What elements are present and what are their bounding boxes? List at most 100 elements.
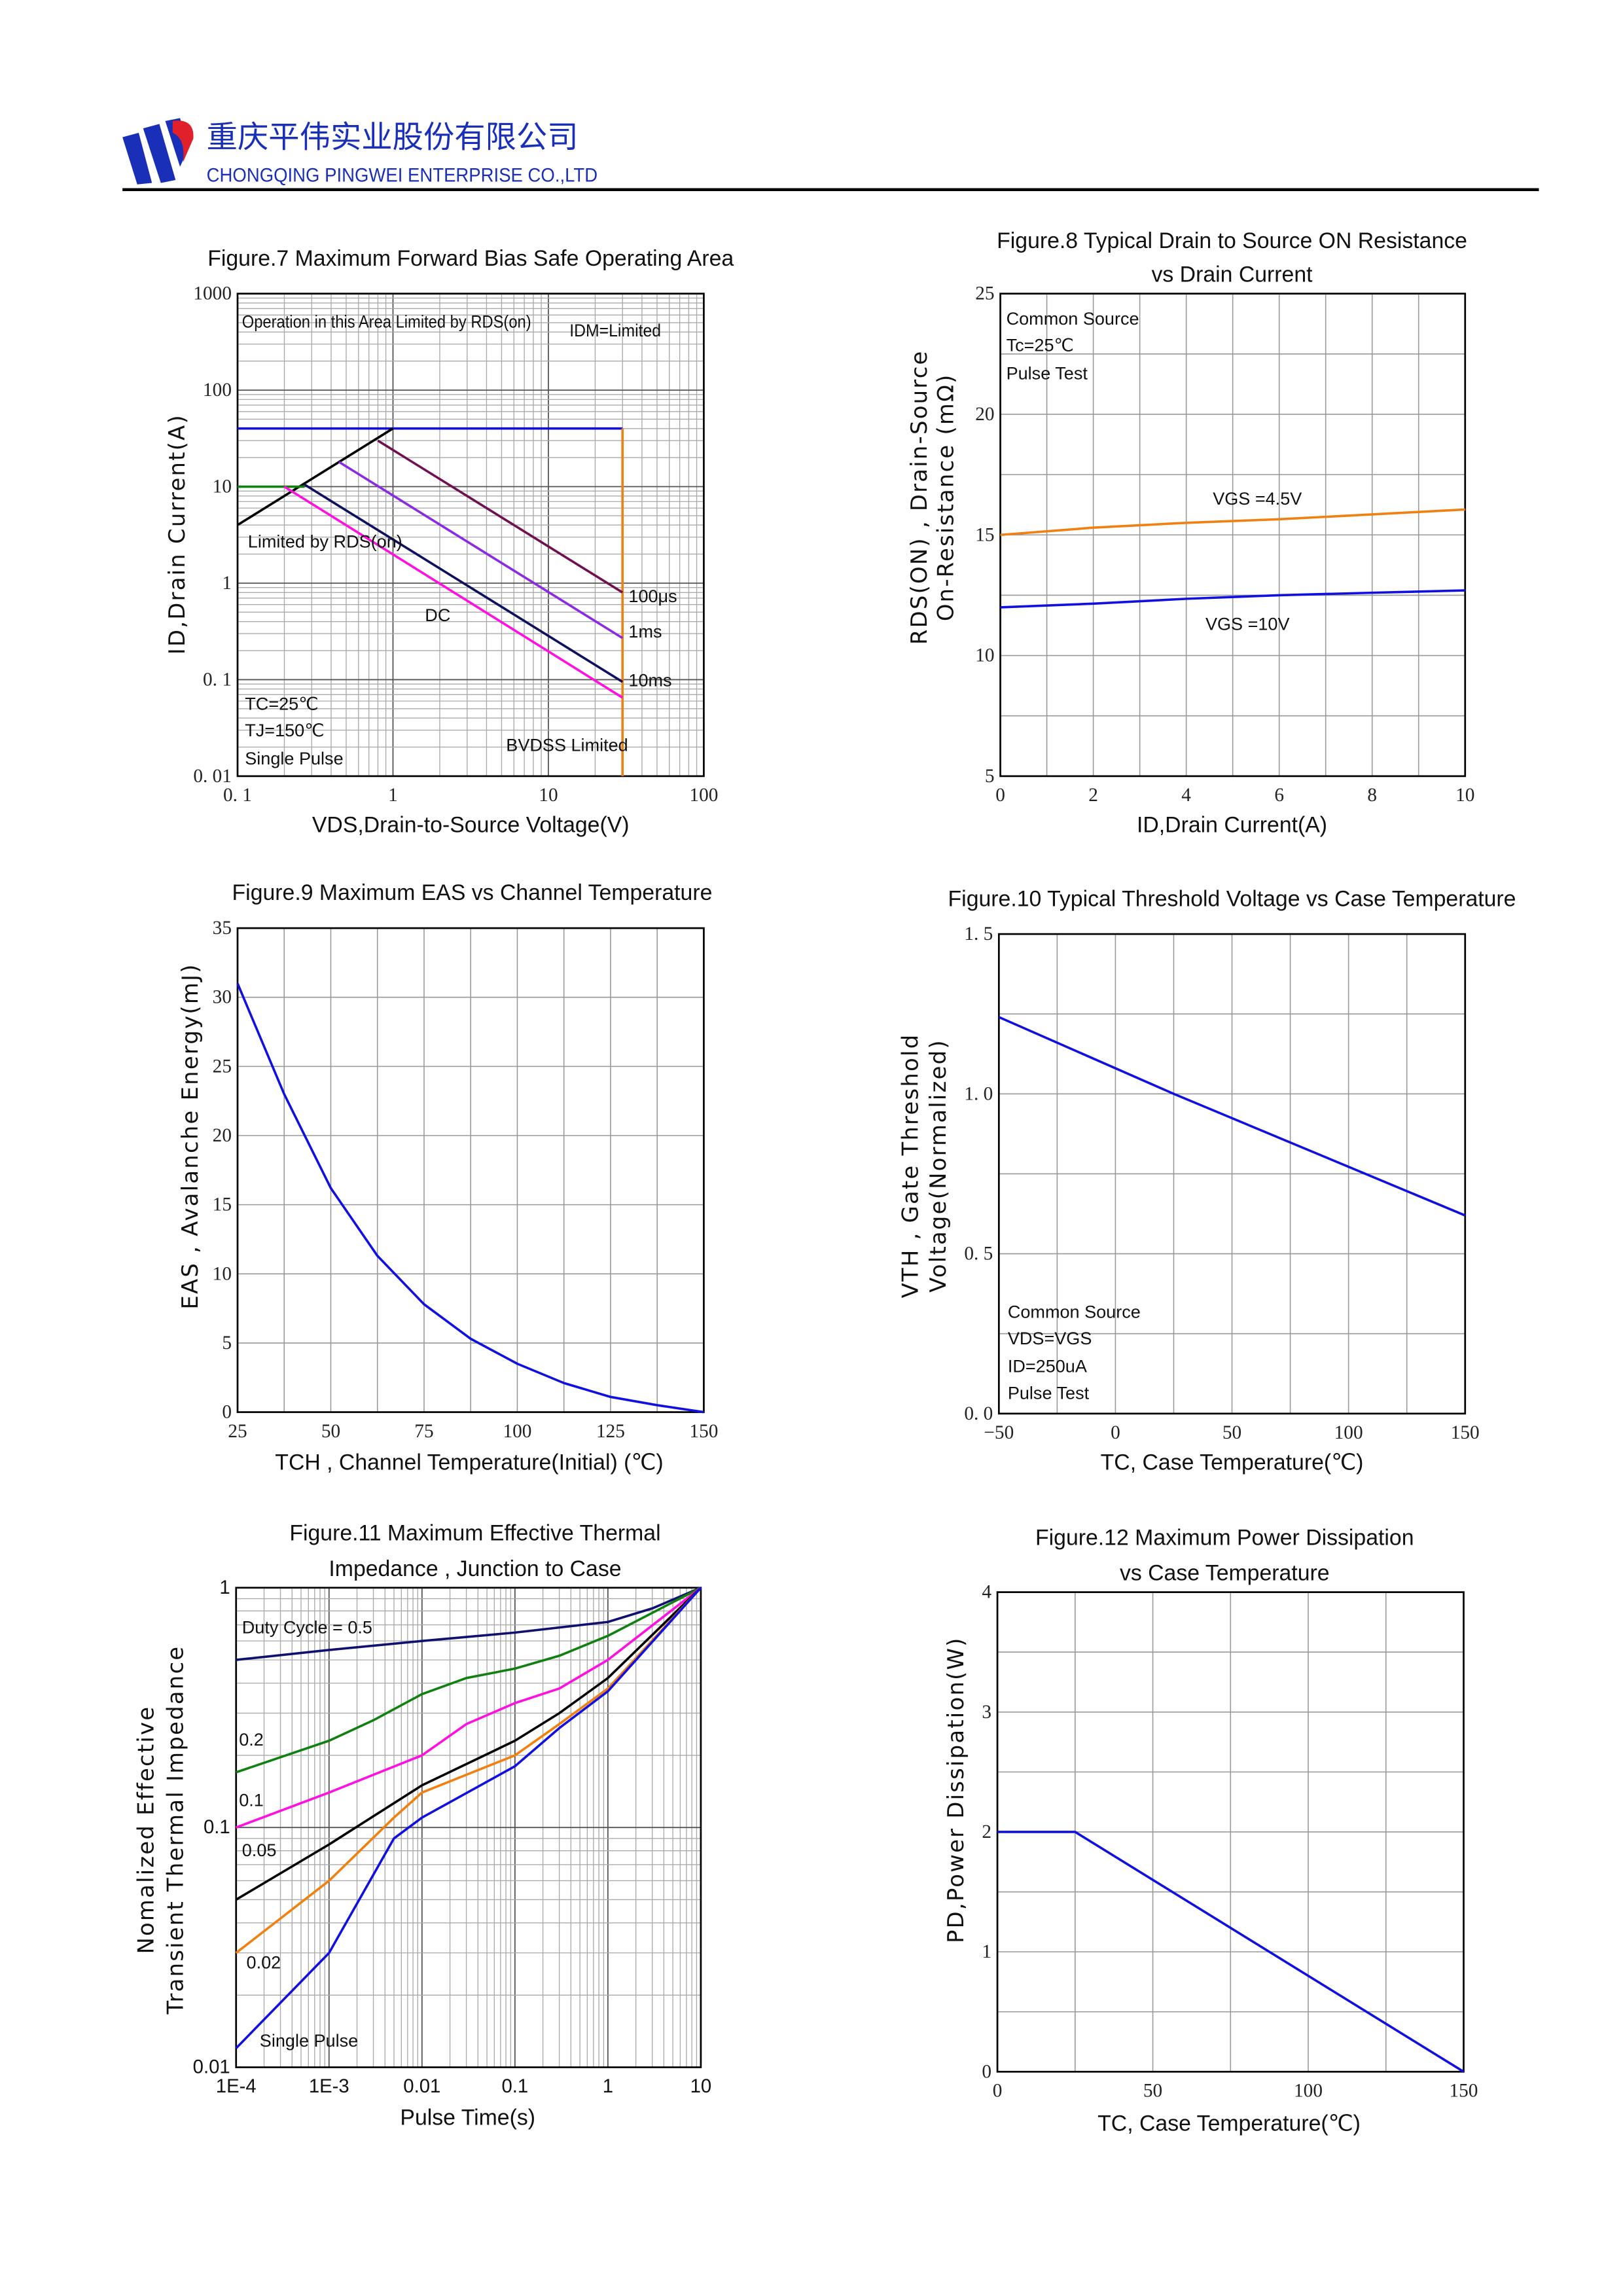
x-tick-label: 50: [321, 1421, 340, 1442]
y-tick-label: 0. 5: [964, 1244, 993, 1265]
grid: [1000, 293, 1465, 776]
y-tick-label: 0: [222, 1402, 232, 1423]
annotation: Duty Cycle = 0.5: [242, 1618, 372, 1638]
x-tick-label: 100: [1294, 2081, 1323, 2102]
x-tick-label: 6: [1274, 785, 1284, 806]
x-tick-label: −50: [984, 1422, 1014, 1443]
series-line-dc: [283, 486, 624, 699]
y-axis-label: ID,Drain Current(A): [164, 414, 190, 655]
figure-title: Figure.11 Maximum Effective Thermal: [289, 1521, 660, 1546]
plot-frame: [236, 293, 705, 778]
series-line-0-1: [236, 1587, 702, 1829]
y-axis-label: RDS(ON) , Drain-Source: [906, 350, 932, 645]
y-tick-label: 1. 5: [964, 924, 993, 944]
y-tick-label: 0. 1: [203, 669, 232, 690]
annotation: Operation in this Area Limited by RDS(on…: [242, 312, 531, 331]
annotation: 10ms: [628, 670, 671, 690]
y-tick-label: 0.01: [193, 2056, 230, 2078]
x-axis-label: ID,Drain Current(A): [1137, 813, 1327, 838]
x-tick-label: 25: [228, 1421, 247, 1442]
annotation: Common Source: [1008, 1302, 1141, 1321]
y-tick-label: 10: [975, 645, 994, 666]
y-tick-label: 1. 0: [964, 1083, 993, 1104]
x-tick-label: 100: [503, 1421, 531, 1442]
figure-title: vs Case Temperature: [1120, 1561, 1330, 1586]
y-tick-label: 1: [222, 573, 232, 594]
y-tick-label: 3: [982, 1702, 991, 1723]
x-tick-label: 75: [414, 1421, 433, 1442]
y-tick-label: 5: [985, 766, 995, 787]
x-tick-label: 150: [689, 1421, 718, 1442]
company-name-cn: 重庆平伟实业股份有限公司: [207, 119, 579, 155]
x-tick-label: 10: [1455, 785, 1474, 806]
x-tick-label: 100: [689, 785, 718, 806]
series-line-vgs-10v: [1000, 589, 1465, 609]
y-tick-label: 0.1: [204, 1816, 230, 1838]
y-tick-label: 1: [982, 1941, 991, 1962]
annotation: VGS =4.5V: [1213, 489, 1302, 509]
figure-title: Figure.8 Typical Drain to Source ON Resi…: [997, 228, 1467, 253]
y-tick-label: 4: [982, 1582, 991, 1603]
y-axis-label: PD,Power Dissipation(W): [943, 1636, 969, 1943]
x-tick-label: 0. 1: [223, 785, 252, 806]
y-axis-label: Voltage(Normalized): [925, 1039, 951, 1293]
annotation: ID=250uA: [1008, 1357, 1087, 1376]
x-tick-label: 0.01: [403, 2075, 440, 2097]
annotation: Tc=25℃: [1007, 336, 1074, 355]
y-tick-label: 0. 01: [193, 766, 232, 787]
annotation: Single Pulse: [245, 749, 343, 768]
y-tick-label: 10: [213, 1263, 232, 1284]
grid: [235, 1587, 701, 2068]
grid: [238, 928, 704, 1412]
y-tick-label: 15: [975, 524, 994, 545]
annotation: Pulse Test: [1008, 1383, 1090, 1403]
y-tick-label: 5: [222, 1333, 232, 1354]
x-axis-label: TCH , Channel Temperature(Initial) (℃): [275, 1450, 663, 1475]
y-axis-label: VTH , Gate Threshold: [897, 1033, 923, 1299]
grid: [999, 934, 1465, 1414]
plot-frame: [236, 927, 705, 1413]
y-tick-label: 1000: [193, 283, 232, 304]
x-tick-label: 0: [1111, 1422, 1120, 1443]
y-axis-label: EAS , Avalanche Energy(mJ): [177, 963, 203, 1309]
series-line-0-05: [235, 1587, 702, 1901]
annotation: Single Pulse: [260, 2031, 358, 2051]
annotation: VGS =10V: [1205, 615, 1290, 634]
figure-11: 1E-4 1E-3 0.01 0.1 1 10 0.01 0.1 1 Figure.11 Maxi…: [133, 1521, 711, 2130]
y-tick-label: 0: [982, 2061, 991, 2082]
y-tick-label: 2: [982, 1821, 991, 1842]
annotation: IDM=Limited: [569, 321, 661, 340]
annotation: Pulse Test: [1007, 363, 1088, 383]
x-tick-label: 0.1: [501, 2075, 528, 2097]
x-axis-label: Pulse Time(s): [400, 2105, 535, 2130]
series-line-0: [998, 1016, 1466, 1217]
figure-title: Figure.10 Typical Threshold Voltage vs C…: [948, 886, 1516, 911]
y-tick-label: 35: [213, 918, 232, 939]
x-tick-label: 50: [1143, 2081, 1162, 2102]
y-tick-label: 1: [219, 1577, 230, 1598]
figure-8: 0 2 4 6 8 10 5 10 15 20 25 Figure.8 Typical Drain t…: [906, 228, 1475, 838]
figure-10: −50 0 50 100 150 0. 0 0. 5 1. 0 1. 5 Figure.10 Ty…: [897, 886, 1516, 1475]
x-tick-label: 125: [596, 1421, 625, 1442]
y-tick-label: 20: [213, 1125, 232, 1146]
x-tick-label: 10: [690, 2075, 712, 2097]
annotation: 0.2: [239, 1730, 264, 1749]
annotation: TJ=150℃: [245, 721, 324, 740]
x-axis-label: TC, Case Temperature(℃): [1101, 1450, 1364, 1475]
figure-title: Figure.9 Maximum EAS vs Channel Temperat…: [232, 880, 713, 905]
y-axis-label: On-Resistance (mΩ): [933, 373, 958, 621]
series-line-100-s: [377, 439, 624, 594]
x-tick-label: 0: [993, 2081, 1003, 2102]
series-line-0: [997, 1831, 1465, 2073]
y-tick-label: 10: [213, 476, 232, 497]
series-line-duty-cycle-0-5: [236, 1587, 702, 1661]
company-logo: [122, 118, 194, 185]
logo-swoosh: [172, 120, 194, 162]
figure-title: Figure.7 Maximum Forward Bias Safe Opera…: [207, 246, 734, 271]
company-name-en: CHONGQING PINGWEI ENTERPRISE CO.,LTD: [207, 164, 597, 186]
x-axis-label: TC, Case Temperature(℃): [1097, 2111, 1361, 2136]
